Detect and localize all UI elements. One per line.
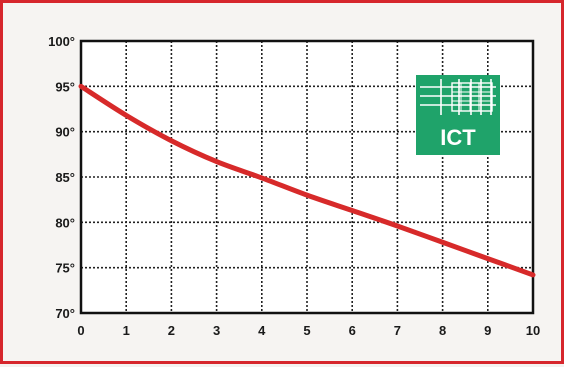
- line-chart: ICT 0 1 2 3 4 5 6 7 8 9 10 70° 75° 80° 85° 90° 95° 100°: [48, 34, 540, 338]
- logo-grid-pattern: [420, 79, 496, 115]
- x-tick-label: 8: [439, 323, 446, 338]
- y-tick-label: 90°: [55, 125, 75, 140]
- x-tick-label: 10: [526, 323, 540, 338]
- logo-grid-box: [451, 82, 493, 112]
- logo-background: [416, 75, 500, 155]
- x-tick-label: 5: [303, 323, 310, 338]
- y-tick-label: 70°: [55, 306, 75, 321]
- x-tick-label: 9: [484, 323, 491, 338]
- x-tick-label: 4: [258, 323, 266, 338]
- x-axis-ticks: 0 1 2 3 4 5 6 7 8 9 10: [77, 323, 540, 338]
- y-tick-label: 100°: [48, 34, 75, 49]
- x-tick-label: 6: [349, 323, 356, 338]
- y-tick-label: 95°: [55, 79, 75, 94]
- y-tick-label: 75°: [55, 261, 75, 276]
- y-tick-label: 85°: [55, 170, 75, 185]
- y-tick-label: 80°: [55, 215, 75, 230]
- x-tick-label: 7: [394, 323, 401, 338]
- x-tick-label: 0: [77, 323, 84, 338]
- series-line: [78, 83, 536, 278]
- x-tick-label: 2: [168, 323, 175, 338]
- x-tick-label: 1: [123, 323, 130, 338]
- y-axis-ticks: 70° 75° 80° 85° 90° 95° 100°: [48, 34, 75, 321]
- x-tick-label: 3: [213, 323, 220, 338]
- plot-frame: [79, 39, 535, 315]
- logo-text: ICT: [440, 125, 476, 150]
- ict-logo: ICT: [416, 75, 500, 155]
